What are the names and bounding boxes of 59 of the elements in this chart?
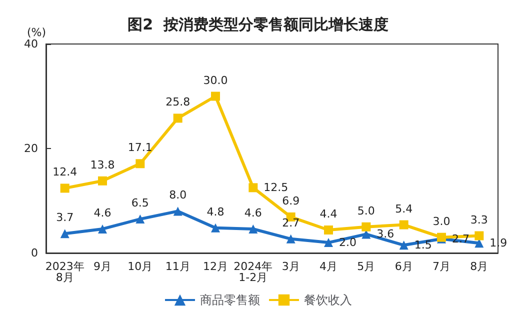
data-label: 3.3 (470, 213, 488, 226)
data-label: 17.1 (128, 141, 152, 154)
x-tick-label: 6月 (394, 260, 413, 273)
point (324, 226, 333, 235)
data-label: 8.0 (169, 188, 187, 202)
point (211, 92, 220, 101)
data-label: 30.0 (203, 74, 228, 87)
x-tick-label: 8月 (470, 260, 488, 273)
point (136, 214, 145, 224)
point (399, 240, 408, 250)
y-tick-label: 40 (24, 38, 38, 50)
data-label: 3.7 (56, 211, 74, 224)
legend-label: 餐饮收入 (304, 293, 352, 307)
x-tick-label: 4月 (320, 260, 338, 273)
point (173, 206, 182, 216)
point (324, 238, 333, 248)
x-tick-label: 7月 (432, 260, 450, 273)
x-tick-label: 5月 (357, 260, 376, 273)
point (286, 234, 296, 244)
point (98, 224, 107, 234)
point (173, 114, 182, 123)
data-label: 4.8 (206, 205, 224, 218)
data-label: 4.4 (320, 208, 338, 221)
x-tick-label: 11月 (165, 260, 190, 273)
data-label: 13.8 (90, 158, 115, 172)
x-tick-label: 2023年 8月 (45, 260, 84, 284)
data-label: 4.6 (94, 206, 112, 220)
x-tick-label: 9月 (94, 260, 112, 273)
x-tick-label: 12月 (203, 260, 228, 273)
data-label: 3.6 (376, 228, 394, 241)
data-label: 4.6 (244, 206, 262, 220)
y-tick-label: 20 (24, 142, 38, 155)
point (136, 159, 145, 168)
data-label: 6.9 (282, 194, 300, 208)
data-label: 12.5 (264, 181, 288, 194)
x-tick-label: 3月 (282, 260, 300, 273)
y-tick-label: 0 (31, 246, 38, 260)
point (60, 229, 70, 238)
data-label: 3.0 (432, 214, 450, 228)
point (98, 176, 107, 186)
point (474, 231, 484, 240)
data-label: 5.0 (357, 204, 375, 218)
chart-title: 图2 按消费类型分零售额同比增长速度 (128, 16, 388, 34)
x-tick-label: 10月 (128, 260, 153, 273)
point (362, 222, 371, 232)
data-label: 2.0 (339, 236, 356, 250)
data-label: 5.4 (395, 202, 413, 216)
point (399, 220, 408, 230)
data-label: 25.8 (166, 96, 190, 109)
legend-label: 商品零售额 (200, 293, 260, 307)
x-tick-label: 2024年 1-2月 (234, 260, 273, 284)
point (248, 183, 258, 192)
data-label: 6.5 (131, 196, 149, 210)
data-label: 2.7 (452, 232, 470, 246)
data-label: 12.4 (52, 166, 78, 179)
y-axis-title: (%) (26, 26, 46, 39)
point (60, 184, 70, 193)
point (248, 224, 258, 234)
point (211, 223, 220, 232)
